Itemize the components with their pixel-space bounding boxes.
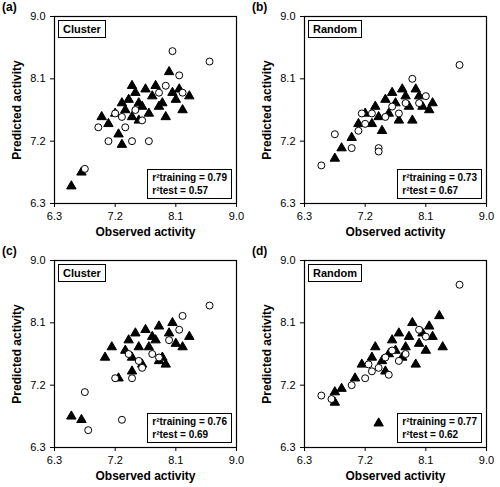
svg-text:9.0: 9.0 — [280, 10, 295, 22]
svg-text:9.0: 9.0 — [30, 254, 45, 266]
html-text:Cluster: Cluster — [63, 267, 101, 279]
html-text:r²test = 0.62: r²test = 0.62 — [402, 429, 459, 440]
svg-text:9.0: 9.0 — [30, 10, 45, 22]
svg-text:6.3: 6.3 — [280, 197, 295, 209]
svg-text:9.0: 9.0 — [280, 254, 295, 266]
svg-text:6.3: 6.3 — [297, 210, 312, 222]
svg-text:8.1: 8.1 — [168, 454, 183, 466]
svg-text:Predicted activity: Predicted activity — [10, 60, 24, 160]
svg-text:Observed activity: Observed activity — [345, 225, 445, 239]
html-text:Random: Random — [313, 267, 357, 279]
svg-text:Observed activity: Observed activity — [345, 469, 445, 483]
svg-text:8.1: 8.1 — [280, 316, 295, 328]
svg-text:6.3: 6.3 — [30, 197, 45, 209]
svg-text:6.3: 6.3 — [47, 210, 62, 222]
svg-text:Observed activity: Observed activity — [95, 469, 195, 483]
svg-text:8.1: 8.1 — [30, 316, 45, 328]
html-text:r²training = 0.76: r²training = 0.76 — [152, 416, 227, 427]
svg-text:Observed activity: Observed activity — [95, 225, 195, 239]
svg-text:8.1: 8.1 — [168, 210, 183, 222]
svg-text:Predicted activity: Predicted activity — [260, 304, 274, 404]
svg-text:6.3: 6.3 — [30, 441, 45, 453]
svg-text:7.2: 7.2 — [30, 379, 45, 391]
svg-text:8.1: 8.1 — [30, 72, 45, 84]
html-text:r²test = 0.69: r²test = 0.69 — [152, 429, 209, 440]
svg-text:7.2: 7.2 — [358, 454, 373, 466]
svg-text:9.0: 9.0 — [229, 454, 244, 466]
svg-text:Predicted activity: Predicted activity — [10, 304, 24, 404]
svg-text:8.1: 8.1 — [418, 210, 433, 222]
html-text:r²test = 0.67: r²test = 0.67 — [402, 185, 459, 196]
html-text:r²training = 0.73: r²training = 0.73 — [402, 172, 477, 183]
svg-text:7.2: 7.2 — [280, 379, 295, 391]
svg-text:7.2: 7.2 — [30, 135, 45, 147]
svg-text:6.3: 6.3 — [297, 454, 312, 466]
html-text:(d): (d) — [252, 244, 268, 258]
svg-text:7.2: 7.2 — [358, 210, 373, 222]
svg-text:Predicted activity: Predicted activity — [260, 60, 274, 160]
svg-text:7.2: 7.2 — [280, 135, 295, 147]
svg-text:9.0: 9.0 — [479, 454, 494, 466]
html-text:r²test = 0.57: r²test = 0.57 — [152, 185, 209, 196]
html-text:(b): (b) — [252, 0, 268, 14]
svg-text:9.0: 9.0 — [479, 210, 494, 222]
svg-text:8.1: 8.1 — [280, 72, 295, 84]
html-text:(c): (c) — [2, 244, 17, 258]
html-text:Random: Random — [313, 23, 357, 35]
svg-text:7.2: 7.2 — [108, 454, 123, 466]
svg-text:9.0: 9.0 — [229, 210, 244, 222]
html-text:Cluster: Cluster — [63, 23, 101, 35]
svg-text:6.3: 6.3 — [280, 441, 295, 453]
svg-text:7.2: 7.2 — [108, 210, 123, 222]
html-text:(a): (a) — [2, 0, 17, 14]
html-text:r²training = 0.77: r²training = 0.77 — [402, 416, 477, 427]
svg-text:8.1: 8.1 — [418, 454, 433, 466]
svg-text:6.3: 6.3 — [47, 454, 62, 466]
html-text:r²training = 0.79: r²training = 0.79 — [152, 172, 227, 183]
